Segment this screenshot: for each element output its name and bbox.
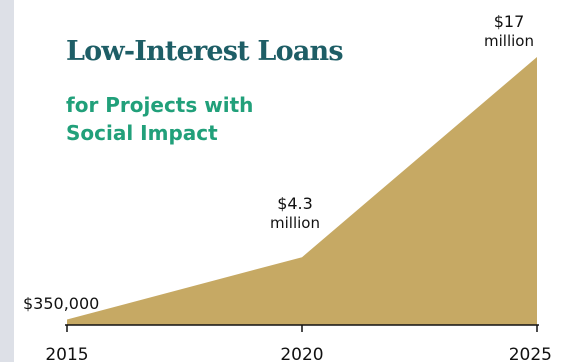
x-tick-label: 2025 — [509, 345, 552, 362]
data-label: million — [484, 32, 534, 50]
subtitle-line: Social Impact — [66, 121, 218, 145]
data-label: $350,000 — [23, 294, 99, 313]
x-tick-label: 2020 — [280, 345, 323, 362]
data-label: million — [270, 214, 320, 232]
chart-title: Low-Interest Loans — [66, 36, 344, 67]
area-fill — [67, 57, 537, 325]
subtitle-line: for Projects with — [66, 93, 254, 117]
data-label: $4.3 — [277, 194, 313, 213]
data-label: $17 — [494, 12, 525, 31]
chart-subtitle: for Projects with Social Impact — [66, 91, 306, 147]
x-tick-label: 2015 — [45, 345, 88, 362]
side-bar — [0, 0, 14, 362]
